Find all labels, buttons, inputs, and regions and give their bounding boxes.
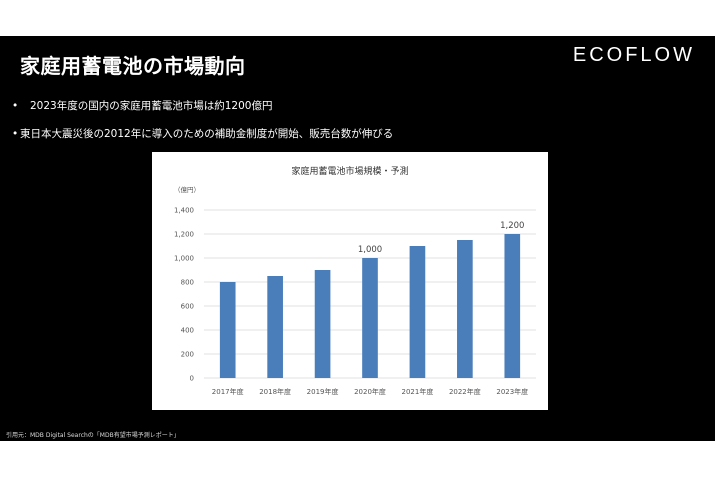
bar (314, 270, 331, 378)
y-tick-label: 400 (181, 327, 194, 335)
x-tick-label: 2020年度 (354, 387, 386, 396)
y-tick-label: 200 (181, 351, 194, 359)
bullet-marker: • (12, 100, 19, 112)
bar (504, 234, 521, 378)
bullet-marker: • (12, 128, 19, 140)
source-citation: 引用元：MDB Digital Searchの「MDB有望市場予測レポート」 (6, 432, 180, 439)
ecoflow-logo: ECOFLOW (572, 44, 695, 66)
bar (362, 258, 378, 378)
x-tick-label: 2017年度 (212, 387, 244, 396)
x-tick-label: 2021年度 (402, 387, 434, 396)
x-tick-label: 2022年度 (449, 387, 481, 396)
slide-title: 家庭用蓄電池の市場動向 (20, 54, 246, 78)
bar (457, 240, 473, 378)
x-tick-label: 2018年度 (259, 387, 291, 396)
chart-title: 家庭用蓄電池市場規模・予測 (291, 165, 408, 177)
y-tick-label: 800 (181, 279, 194, 287)
bar (219, 282, 236, 378)
y-axis-unit-label: （億円） (174, 185, 200, 194)
bar-chart-svg: 家庭用蓄電池市場規模・予測 （億円） 0 200 400 600 800 1,000 1,200… (174, 165, 536, 396)
bullet-item: • 2023年度の国内の家庭用蓄電池市場は約1200億円 (12, 98, 272, 113)
y-tick-label: 1,000 (174, 255, 194, 263)
market-chart: 家庭用蓄電池市場規模・予測 （億円） 0 200 400 600 800 1,000 1,200… (152, 152, 548, 410)
data-label: 1,200 (500, 221, 524, 231)
y-tick-label: 0 (190, 375, 194, 383)
x-tick-label: 2019年度 (307, 387, 339, 396)
y-tick-label: 1,400 (174, 207, 194, 215)
y-tick-label: 1,200 (174, 231, 194, 239)
x-tick-label: 2023年度 (496, 387, 528, 396)
y-tick-label: 600 (181, 303, 194, 311)
data-label: 1,000 (358, 245, 382, 255)
bar (409, 246, 426, 378)
bar (267, 276, 283, 378)
bullet-text: 東日本大震災後の2012年に導入のための補助金制度が開始、販売台数が伸びる (20, 128, 394, 140)
slide: 家庭用蓄電池の市場動向 ECOFLOW • 2023年度の国内の家庭用蓄電池市場は… (0, 36, 715, 441)
bullet-item: • 東日本大震災後の2012年に導入のための補助金制度が開始、販売台数が伸びる (12, 126, 393, 141)
bullet-text: 2023年度の国内の家庭用蓄電池市場は約1200億円 (30, 100, 273, 112)
